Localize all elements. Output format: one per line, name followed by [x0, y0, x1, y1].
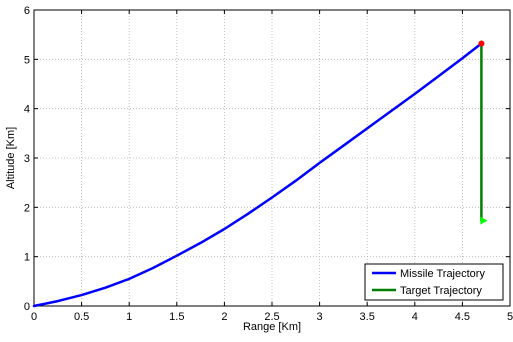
y-tick-label: 3: [24, 153, 30, 165]
y-tick-label: 6: [24, 5, 30, 17]
y-tick-label: 4: [24, 104, 30, 116]
legend-label-missile: Missile Trajectory: [400, 268, 485, 280]
x-tick-label: 4.5: [455, 311, 470, 323]
grid: [34, 10, 510, 306]
x-axis-label: Range [Km]: [243, 321, 301, 333]
legend-label-target: Target Trajectory: [400, 285, 482, 297]
x-tick-label: 0: [31, 311, 37, 323]
x-tick-label: 4: [412, 311, 418, 323]
y-tick-label: 1: [24, 252, 30, 264]
x-tick-label: 3.5: [360, 311, 375, 323]
series-line-0: [32, 42, 483, 308]
y-tick-label: 0: [24, 301, 30, 313]
x-tick-label: 0.5: [74, 311, 89, 323]
x-tick-label: 1.5: [169, 311, 184, 323]
marker-layer: [478, 40, 488, 225]
x-tick-labels: 0 0.5 1 1.5 2 2.5 3 3.5 4 4.5 5: [31, 311, 513, 323]
x-tick-label: 5: [507, 311, 513, 323]
y-tick-labels: 0 1 2 3 4 5 6: [24, 5, 30, 313]
y-tick-label: 5: [24, 54, 30, 66]
legend-box: [364, 263, 504, 301]
y-axis-label: Altitude [Km]: [5, 127, 17, 189]
marker-0: [478, 40, 485, 47]
legend: Missile Trajectory Target Trajectory: [364, 263, 504, 301]
marker-1: [480, 216, 488, 225]
x-tick-label: 2: [221, 311, 227, 323]
y-tick-label: 2: [24, 202, 30, 214]
series-layer: [32, 42, 483, 308]
x-tick-label: 1: [126, 311, 132, 323]
x-tick-label: 3: [317, 311, 323, 323]
x-tick-label: 2.5: [264, 311, 279, 323]
